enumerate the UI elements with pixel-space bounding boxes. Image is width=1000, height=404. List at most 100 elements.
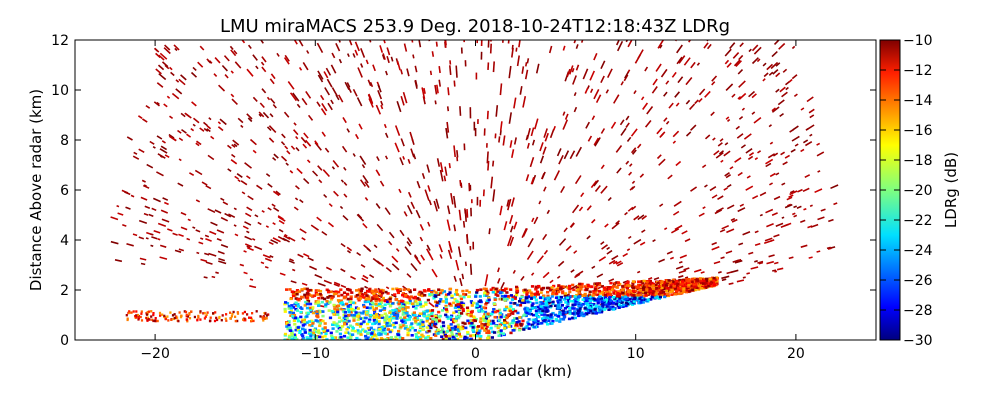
noise-speckle bbox=[699, 99, 702, 103]
noise-speckle bbox=[454, 196, 456, 208]
echo-cell bbox=[483, 292, 486, 295]
noise-speckle bbox=[218, 261, 226, 263]
noise-speckle bbox=[537, 64, 539, 74]
echo-cell bbox=[466, 307, 469, 310]
noise-speckle bbox=[274, 208, 279, 212]
noise-speckle bbox=[459, 247, 461, 258]
echo-cell bbox=[472, 334, 475, 337]
echo-cell bbox=[501, 295, 504, 298]
noise-speckle bbox=[566, 246, 571, 251]
echo-cell bbox=[421, 321, 424, 324]
noise-speckle bbox=[211, 222, 218, 225]
noise-speckle bbox=[526, 135, 527, 140]
echo-cell bbox=[177, 320, 179, 322]
echo-cell bbox=[646, 281, 649, 284]
noise-speckle bbox=[263, 112, 268, 118]
noise-speckle bbox=[308, 258, 314, 261]
noise-speckle bbox=[419, 40, 420, 47]
noise-speckle bbox=[801, 149, 804, 151]
noise-speckle bbox=[417, 181, 420, 188]
echo-cell bbox=[700, 287, 703, 290]
noise-speckle bbox=[697, 63, 699, 66]
echo-cell bbox=[437, 288, 440, 291]
echo-cell bbox=[362, 320, 365, 323]
echo-cell bbox=[709, 278, 712, 281]
echo-cell bbox=[405, 306, 408, 309]
echo-cell bbox=[543, 319, 546, 322]
echo-cell bbox=[357, 318, 360, 321]
noise-speckle bbox=[178, 183, 183, 186]
noise-speckle bbox=[252, 239, 255, 240]
noise-speckle bbox=[792, 75, 797, 79]
noise-speckle bbox=[462, 274, 463, 279]
echo-cell bbox=[494, 316, 497, 319]
echo-cell bbox=[503, 319, 506, 322]
noise-speckle bbox=[621, 120, 624, 125]
noise-speckle bbox=[156, 69, 162, 74]
echo-cell bbox=[525, 312, 528, 315]
echo-cell bbox=[637, 294, 640, 297]
noise-speckle bbox=[448, 87, 449, 95]
noise-speckle bbox=[797, 206, 802, 208]
echo-cell bbox=[284, 301, 287, 304]
noise-speckle bbox=[702, 165, 705, 168]
echo-cell bbox=[612, 285, 615, 288]
echo-cell bbox=[512, 329, 515, 332]
echo-cell bbox=[541, 310, 544, 313]
noise-speckle bbox=[376, 204, 380, 209]
echo-cell bbox=[364, 335, 367, 338]
echo-cell bbox=[516, 304, 519, 307]
echo-cell bbox=[687, 284, 690, 287]
echo-cell bbox=[479, 335, 482, 338]
echo-cell bbox=[504, 308, 507, 311]
noise-speckle bbox=[743, 232, 750, 235]
noise-speckle bbox=[755, 244, 760, 246]
noise-speckle bbox=[355, 50, 357, 55]
echo-cell bbox=[466, 309, 469, 312]
echo-cell bbox=[148, 311, 150, 313]
echo-cell bbox=[371, 302, 374, 305]
echo-cell bbox=[608, 296, 611, 299]
echo-cell bbox=[233, 311, 235, 313]
noise-speckle bbox=[434, 327, 438, 328]
noise-speckle bbox=[389, 241, 392, 245]
noise-speckle bbox=[526, 62, 527, 66]
noise-speckle bbox=[817, 143, 820, 145]
noise-speckle bbox=[361, 48, 365, 57]
noise-speckle bbox=[387, 56, 389, 63]
noise-speckle bbox=[245, 237, 252, 240]
noise-speckle bbox=[572, 68, 573, 72]
noise-speckle bbox=[315, 275, 322, 278]
noise-speckle bbox=[437, 42, 438, 47]
noise-speckle bbox=[196, 200, 200, 202]
noise-speckle bbox=[282, 134, 286, 138]
noise-speckle bbox=[344, 167, 346, 170]
echo-cell bbox=[299, 316, 302, 319]
echo-cell bbox=[291, 315, 294, 318]
echo-cell bbox=[676, 283, 679, 286]
echo-cell bbox=[350, 308, 353, 311]
noise-speckle bbox=[800, 220, 805, 222]
echo-cell bbox=[225, 313, 227, 315]
noise-speckle bbox=[694, 270, 701, 272]
echo-cell bbox=[495, 293, 498, 296]
echo-cell bbox=[426, 310, 429, 313]
echo-cell bbox=[332, 327, 335, 330]
echo-cell bbox=[384, 313, 387, 316]
noise-speckle bbox=[111, 217, 118, 220]
echo-cell bbox=[456, 303, 459, 306]
noise-speckle bbox=[617, 168, 621, 173]
noise-speckle bbox=[231, 71, 233, 73]
noise-speckle bbox=[343, 117, 346, 122]
echo-cell bbox=[414, 320, 417, 323]
echo-cell bbox=[407, 331, 410, 334]
noise-speckle bbox=[179, 79, 185, 84]
echo-cell bbox=[163, 315, 165, 317]
noise-speckle bbox=[566, 114, 568, 120]
echo-cell bbox=[639, 301, 642, 304]
noise-speckle bbox=[559, 155, 563, 164]
echo-cell bbox=[622, 304, 625, 307]
noise-speckle bbox=[205, 239, 211, 241]
noise-speckle bbox=[420, 237, 422, 241]
noise-speckle bbox=[326, 68, 330, 75]
